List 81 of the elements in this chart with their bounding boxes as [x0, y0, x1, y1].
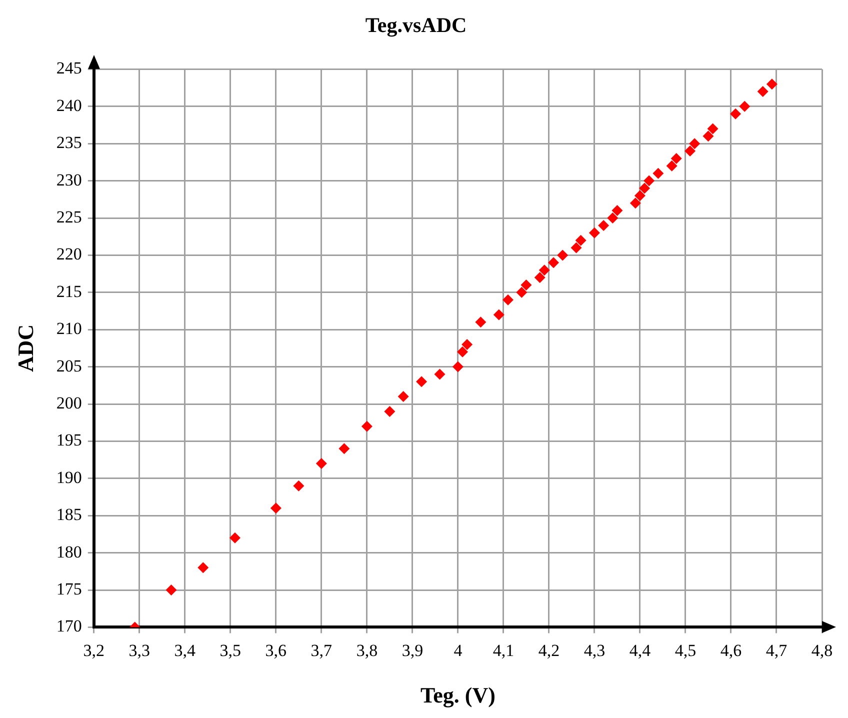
x-tick-label: 3,3	[128, 640, 150, 660]
point	[639, 182, 650, 194]
x-tick-label: 4,1	[492, 640, 514, 660]
x-tick-label: 4,4	[629, 640, 652, 660]
point	[707, 123, 718, 134]
y-tick-label: 195	[56, 430, 82, 450]
point	[730, 108, 742, 120]
y-tick-label: 225	[56, 207, 82, 226]
y-tick-label: 210	[56, 319, 82, 338]
x-tick-label: 3,9	[402, 640, 424, 660]
point	[612, 205, 623, 216]
point	[702, 130, 714, 142]
point	[739, 100, 750, 112]
y-tick-label: 175	[56, 579, 82, 598]
point	[630, 198, 641, 209]
point	[652, 168, 664, 179]
point	[361, 420, 372, 432]
point	[493, 309, 504, 320]
point	[689, 138, 700, 150]
point	[229, 532, 240, 544]
point	[398, 391, 409, 402]
point	[457, 346, 468, 358]
point	[316, 458, 327, 470]
point	[475, 316, 486, 328]
x-tick-label: 4	[454, 640, 463, 660]
point	[570, 242, 582, 254]
x-tick-label: 4,3	[584, 640, 606, 660]
point	[538, 264, 550, 276]
x-tick-label: 4,5	[674, 640, 696, 660]
chart-title: Teg.vsADC	[365, 13, 467, 38]
point	[757, 86, 768, 98]
point	[502, 294, 514, 306]
point	[598, 220, 610, 231]
x-tick-label: 4,2	[538, 640, 560, 660]
point	[270, 502, 282, 514]
point	[766, 78, 778, 90]
y-tick-label: 200	[56, 393, 82, 412]
y-tick-label: 240	[56, 96, 82, 115]
point	[548, 257, 560, 268]
point	[452, 361, 464, 372]
point	[384, 406, 396, 417]
point	[575, 234, 586, 246]
point	[338, 443, 350, 454]
y-tick-label: 170	[56, 616, 82, 636]
point	[416, 376, 428, 388]
point	[516, 286, 528, 298]
point	[434, 368, 446, 380]
x-tick-label: 3,7	[310, 640, 333, 660]
point	[534, 272, 546, 284]
y-tick-label: 220	[56, 244, 82, 264]
point	[520, 279, 532, 290]
point	[462, 338, 473, 350]
x-tick-label: 4,8	[811, 640, 833, 660]
x-tick-label: 4,6	[720, 640, 742, 660]
y-tick-label: 215	[56, 282, 82, 301]
y-tick-label: 245	[56, 58, 82, 78]
point	[557, 250, 568, 261]
point	[670, 152, 682, 164]
point	[293, 480, 304, 492]
point	[166, 584, 177, 596]
x-tick-label: 3,2	[83, 640, 105, 660]
y-tick-label: 230	[56, 170, 82, 190]
point	[634, 190, 646, 202]
point	[607, 212, 618, 224]
point	[644, 175, 655, 186]
x-tick-label: 4,7	[766, 640, 788, 660]
y-tick-label: 180	[56, 542, 82, 562]
x-tick-label: 3,8	[356, 640, 378, 660]
y-tick-label: 185	[56, 505, 82, 524]
y-tick-label: 205	[56, 356, 82, 376]
point	[684, 146, 696, 157]
point	[666, 160, 678, 172]
x-tick-label: 3,6	[265, 640, 287, 660]
y-tick-label: 190	[56, 468, 82, 487]
point	[588, 227, 600, 238]
x-axis-title: Teg. (V)	[420, 682, 496, 708]
y-axis-title: ADC	[12, 324, 38, 372]
point	[198, 562, 209, 574]
y-tick-label: 235	[56, 133, 82, 152]
x-tick-label: 3,4	[174, 640, 196, 660]
x-tick-label: 3,5	[220, 640, 242, 660]
